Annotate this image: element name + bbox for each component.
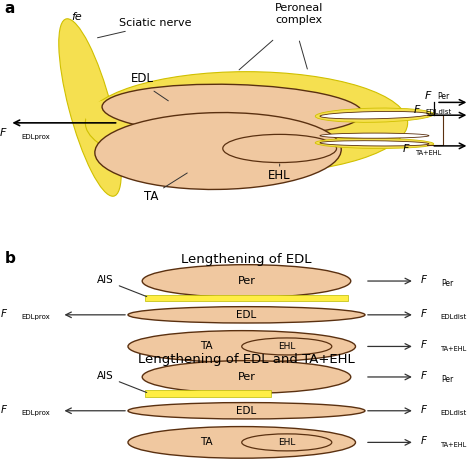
Ellipse shape (128, 331, 356, 362)
Text: TA+EHL: TA+EHL (441, 442, 467, 447)
Text: TA: TA (200, 341, 212, 351)
Text: a: a (5, 1, 15, 16)
Text: EDLdist: EDLdist (441, 314, 467, 320)
Text: Peroneal
complex: Peroneal complex (274, 3, 323, 25)
Text: EDL: EDL (237, 310, 256, 320)
Ellipse shape (315, 138, 434, 148)
Ellipse shape (83, 97, 201, 133)
Ellipse shape (320, 111, 429, 119)
Text: TA+EHL: TA+EHL (441, 346, 467, 352)
Text: F: F (420, 275, 427, 285)
Ellipse shape (142, 361, 351, 393)
Text: EDLdist: EDLdist (441, 410, 467, 416)
Text: F: F (420, 371, 427, 381)
Text: F: F (424, 91, 430, 100)
Text: F: F (420, 340, 427, 350)
Text: EHL: EHL (278, 342, 295, 351)
Text: AIS: AIS (97, 371, 147, 392)
Ellipse shape (102, 84, 363, 136)
Text: F: F (420, 309, 427, 319)
Ellipse shape (59, 19, 121, 196)
Ellipse shape (320, 141, 429, 146)
Text: TA+EHL: TA+EHL (416, 150, 442, 156)
Ellipse shape (315, 108, 434, 122)
Text: Sciatic nerve: Sciatic nerve (118, 18, 191, 27)
Text: b: b (5, 250, 16, 265)
Text: F: F (420, 436, 427, 447)
Text: F: F (0, 128, 6, 137)
Ellipse shape (242, 434, 332, 451)
Text: TA: TA (200, 438, 212, 447)
Text: EDLprox: EDLprox (21, 135, 50, 140)
Ellipse shape (320, 133, 429, 138)
Ellipse shape (95, 113, 341, 190)
Text: Per: Per (237, 276, 255, 286)
Text: TA: TA (145, 190, 159, 203)
Text: AIS: AIS (97, 275, 147, 297)
Ellipse shape (128, 307, 365, 323)
Bar (145, 294, 348, 301)
Text: EDL: EDL (131, 72, 154, 85)
Ellipse shape (242, 338, 332, 355)
Text: F: F (420, 405, 427, 415)
Ellipse shape (128, 402, 365, 419)
Text: F: F (403, 144, 409, 155)
Text: Per: Per (437, 92, 449, 101)
Text: F: F (1, 405, 7, 415)
Text: Lengthening of EDL: Lengthening of EDL (181, 253, 312, 265)
Text: Per: Per (237, 372, 255, 382)
Bar (145, 391, 271, 397)
Text: fe: fe (71, 12, 82, 22)
Text: EDLprox: EDLprox (21, 314, 50, 320)
Ellipse shape (142, 264, 351, 297)
Text: Per: Per (441, 279, 453, 288)
Ellipse shape (128, 427, 356, 458)
Ellipse shape (223, 135, 337, 163)
Ellipse shape (85, 72, 408, 174)
Text: EHL: EHL (278, 438, 295, 447)
Text: F: F (413, 105, 419, 115)
Text: EHL: EHL (268, 169, 291, 182)
Text: EDLdist: EDLdist (426, 109, 452, 115)
Text: F: F (1, 309, 7, 319)
Text: Per: Per (441, 374, 453, 383)
Text: EDL: EDL (237, 406, 256, 416)
Text: Lengthening of EDL and TA+EHL: Lengthening of EDL and TA+EHL (138, 353, 355, 366)
Text: EDLprox: EDLprox (21, 410, 50, 416)
